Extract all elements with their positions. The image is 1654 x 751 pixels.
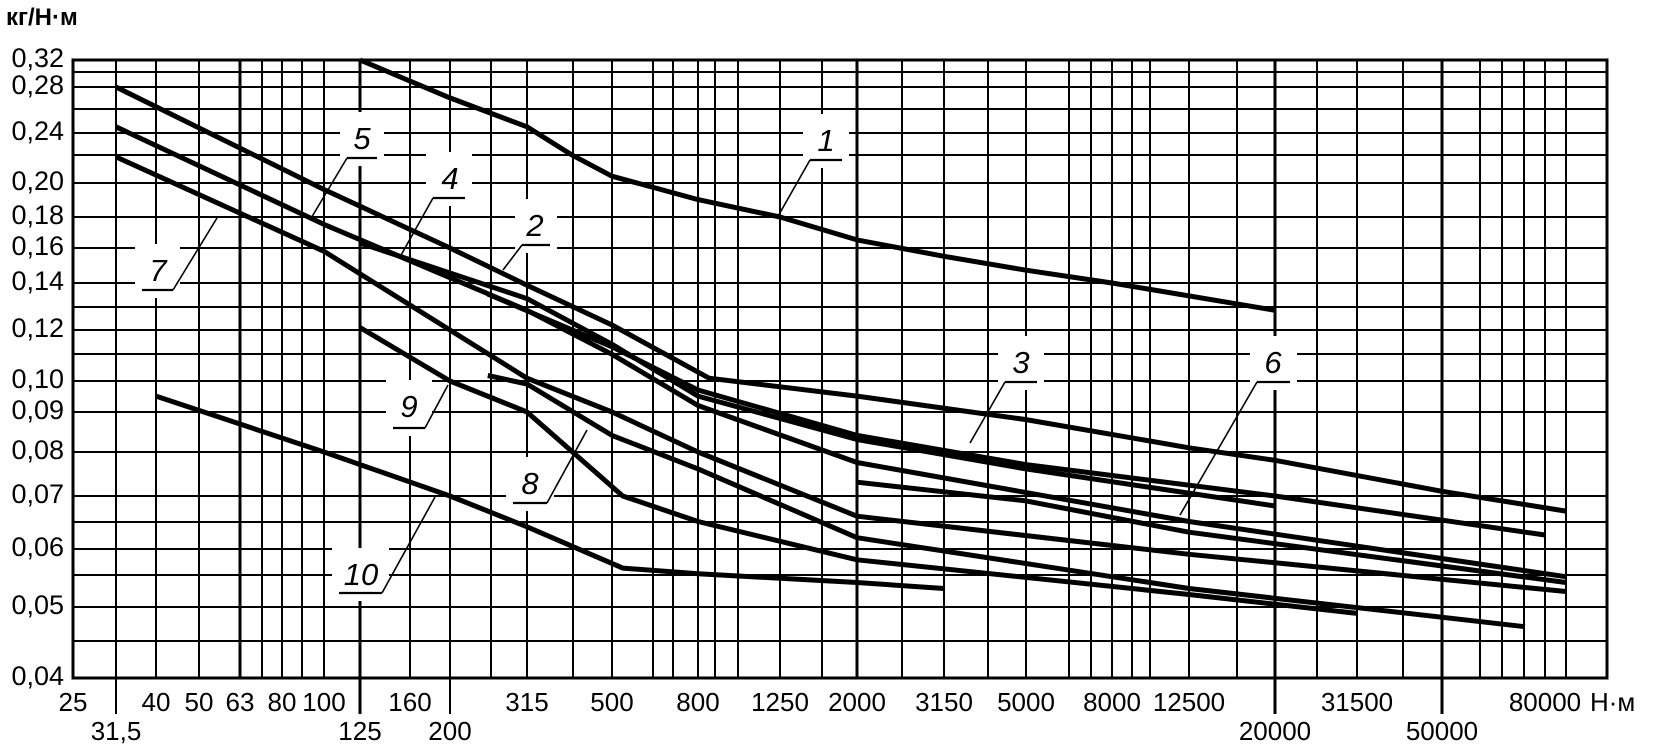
x-tick-label: 31,5 (91, 716, 142, 746)
curve-number: 8 (521, 466, 539, 501)
x-tick-label: 5000 (997, 687, 1055, 717)
curve-number: 2 (525, 208, 543, 243)
x-tick-label: 80 (268, 687, 297, 717)
curve-number: 4 (441, 161, 458, 196)
curve-2 (114, 84, 1567, 514)
plot-frame (71, 58, 1609, 680)
curve-labels: 1 2 3 4 5 6 7 8 9 10 (135, 112, 1297, 601)
curve-label-10: 10 (332, 496, 436, 601)
x-tick-label: 125 (338, 716, 381, 746)
y-tick-label: 0,06 (11, 532, 64, 562)
x-tick-label: 800 (676, 687, 719, 717)
y-tick-label: 0,12 (11, 313, 64, 343)
label-leader-line (399, 197, 434, 258)
y-tick-label: 0,07 (11, 479, 64, 509)
x-tick-label: 25 (59, 687, 88, 717)
curve-10 (155, 393, 945, 591)
y-tick-label: 0,04 (11, 661, 64, 691)
label-leader-line (424, 384, 449, 429)
curve-number: 3 (1012, 345, 1029, 380)
x-tick-label: 3150 (915, 687, 973, 717)
curve-number: 10 (344, 557, 378, 592)
curve-1 (359, 57, 1276, 313)
x-axis-unit-label: Н·м (1590, 687, 1635, 717)
x-tick-label: 500 (590, 687, 633, 717)
x-tick-label: 12500 (1153, 687, 1225, 717)
curve-number: 7 (149, 253, 168, 288)
curve-number: 9 (400, 389, 417, 424)
x-tick-label: 100 (302, 687, 345, 717)
label-leader-line (776, 159, 811, 219)
curve-7 (114, 154, 1567, 594)
label-leader-line (502, 244, 523, 271)
y-tick-label: 0,10 (11, 364, 64, 394)
x-tick-label: 20000 (1239, 716, 1311, 746)
curve-8 (487, 373, 1526, 630)
label-leader-line (381, 496, 436, 594)
curve-number: 6 (1264, 345, 1282, 380)
y-tick-label: 0,28 (11, 70, 64, 100)
y-tick-label: 0,18 (11, 200, 64, 230)
curve-number: 5 (353, 121, 371, 156)
x-tick-label: 160 (388, 687, 431, 717)
y-tick-label: 0,14 (11, 266, 64, 296)
y-tick-label: 0,16 (11, 231, 64, 261)
x-tick-label: 80000 (1509, 687, 1581, 717)
label-background (386, 380, 432, 436)
x-tick-label: 50 (185, 687, 214, 717)
curve-label-8: 8 (506, 429, 588, 511)
label-leader-line (969, 381, 1006, 444)
x-tick-label: 8000 (1083, 687, 1141, 717)
x-tick-label: 40 (142, 687, 171, 717)
curve-5 (114, 124, 1567, 580)
curve-label-6: 6 (1179, 336, 1297, 516)
curve-label-9: 9 (386, 380, 449, 436)
y-tick-label: 0,32 (11, 43, 64, 73)
curve-label-2: 2 (502, 199, 557, 271)
y-tick-label: 0,05 (11, 590, 64, 620)
label-leader-line (309, 157, 348, 221)
x-tick-label: 1250 (751, 687, 809, 717)
label-leader-line (546, 429, 588, 504)
y-axis-unit-label: кг/Н·м (6, 4, 78, 31)
curve-label-4: 4 (399, 152, 472, 258)
curve-9 (358, 325, 1358, 616)
y-tick-label: 0,09 (11, 395, 64, 425)
curve-4 (359, 240, 1276, 509)
curve-number: 1 (817, 123, 834, 158)
x-tick-label: 50000 (1406, 716, 1478, 746)
x-tick-label: 315 (505, 687, 548, 717)
curve-6 (856, 479, 1567, 585)
y-tick-label: 0,24 (11, 116, 64, 146)
curve-label-5: 5 (309, 112, 384, 221)
curve-label-1: 1 (776, 114, 849, 219)
curve-label-7: 7 (135, 217, 218, 298)
label-leader-line (1179, 381, 1258, 516)
x-tick-label: 200 (428, 716, 471, 746)
x-tick-label: 31500 (1321, 687, 1393, 717)
label-leader-line (172, 217, 218, 291)
y-tick-label: 0,20 (11, 166, 64, 196)
y-tick-label: 0,08 (11, 435, 64, 465)
x-tick-label: 63 (226, 687, 255, 717)
x-tick-label: 2000 (828, 687, 886, 717)
curve-label-3: 3 (969, 336, 1044, 444)
curves (114, 57, 1567, 630)
